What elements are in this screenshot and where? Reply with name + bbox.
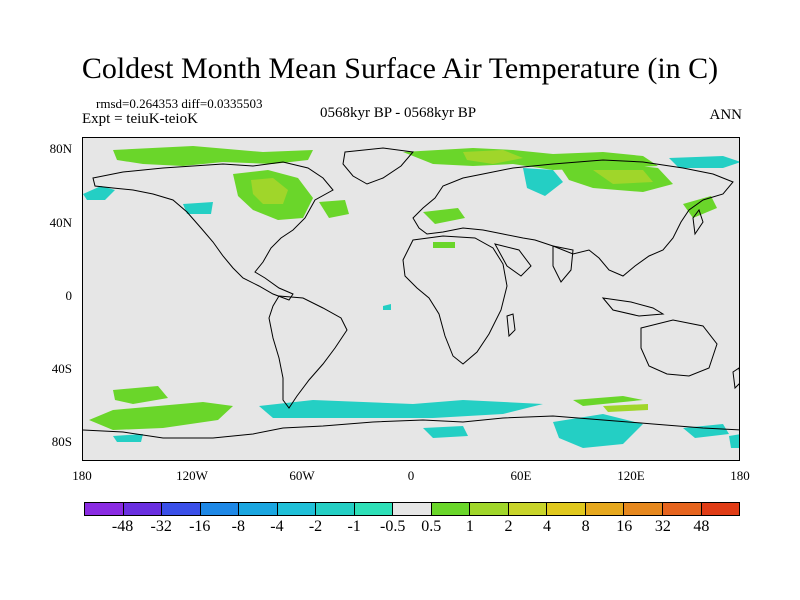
coastline-indonesia: [601, 297, 665, 317]
colorbar-tick-label: -1: [347, 518, 361, 535]
anomaly-patch: [573, 396, 643, 406]
coastline-north-america: [92, 161, 334, 301]
lat-label-80s: 80S: [51, 434, 72, 449]
anomaly-patch: [553, 414, 643, 448]
colorbar-tick-label: -4: [270, 518, 284, 535]
lon-label-180w: 180: [72, 468, 92, 483]
colorbar-tick-label: -8: [231, 518, 246, 535]
coastlines: [83, 147, 739, 439]
anomaly-patch: [83, 186, 115, 200]
colorbar-tick-label: -16: [189, 518, 211, 535]
lat-label-40s: 40S: [51, 361, 72, 376]
lon-label-120w: 120W: [176, 468, 208, 483]
colorbar-swatch: [393, 503, 432, 515]
colorbar-swatch: [239, 503, 278, 515]
negative-anomaly-areas: [83, 156, 739, 448]
colorbar-swatch: [508, 503, 548, 515]
colorbar-labels: -48 -32 -16 -8 -4 -2 -1 -0.5 0.5 1 2 4 8 16 32 48: [84, 518, 740, 536]
lon-label-0: 0: [407, 468, 415, 483]
colorbar-swatch: [624, 503, 663, 515]
coastline-japan: [692, 208, 704, 236]
anomaly-patch: [423, 208, 465, 224]
stats-line: rmsd=0.264353 diff=0.0335503: [96, 96, 262, 111]
season-label: ANN: [709, 107, 743, 123]
anomaly-patch: [183, 202, 213, 214]
plot-title: Coldest Month Mean Surface Air Temperatu…: [81, 52, 719, 85]
lat-label-80n: 80N: [49, 141, 72, 156]
diff-label: diff=: [181, 96, 208, 111]
lon-label-60e: 60E: [510, 468, 532, 483]
colorbar-tick-label: 16: [616, 518, 633, 535]
anomaly-patch: [463, 150, 523, 164]
anomaly-patch: [729, 434, 739, 448]
colorbar-tick-label: 48: [693, 518, 710, 535]
rmsd-label: rmsd=: [96, 96, 130, 111]
colorbar-swatch: [701, 503, 740, 515]
anomaly-patch: [113, 386, 168, 404]
diff-value: 0.0335503: [207, 96, 263, 111]
colorbar-swatch: [85, 503, 124, 515]
anomaly-patch: [603, 404, 648, 412]
colorbar-swatch: [162, 503, 201, 515]
anomaly-patch: [319, 200, 349, 218]
lat-label-0: 0: [65, 288, 73, 303]
experiment-label: Expt = teiuK-teioK: [82, 111, 198, 127]
coastline-eurasia: [412, 159, 734, 277]
anomaly-patch: [113, 146, 313, 166]
colorbar: [84, 502, 740, 516]
colorbar-tick-label: -0.5: [380, 518, 406, 535]
anomaly-patch: [383, 304, 391, 310]
colorbar-swatch: [277, 503, 317, 515]
positive-anomaly-areas: [89, 146, 717, 430]
colorbar-tick-label: -2: [308, 518, 323, 535]
colorbar-swatch: [431, 503, 471, 515]
coastline-south-america: [268, 295, 348, 409]
colorbar-swatch: [123, 503, 163, 515]
colorbar-tick-label: -32: [150, 518, 172, 535]
coastline-antarctica: [83, 415, 739, 439]
map-panel: [82, 137, 740, 461]
colorbar-tick-label: 32: [654, 518, 671, 535]
rmsd-value: 0.264353: [129, 96, 179, 111]
coastline-new-zealand: [732, 367, 739, 390]
anomaly-patch: [593, 170, 653, 184]
colorbar-tick-label: 0.5: [421, 518, 442, 535]
anomaly-patch: [433, 242, 455, 248]
coastline-africa: [402, 235, 508, 365]
anomaly-patch: [113, 434, 143, 442]
colorbar-swatch: [316, 503, 355, 515]
colorbar-swatch: [585, 503, 625, 515]
lon-label-120e: 120E: [617, 468, 645, 483]
coastline-india: [552, 245, 574, 283]
lon-label-180e: 180: [730, 468, 750, 483]
lat-label-40n: 40N: [49, 215, 72, 230]
anomaly-patch: [251, 178, 288, 204]
anomaly-patch: [523, 168, 563, 196]
colorbar-swatch: [470, 503, 509, 515]
colorbar-tick-label: 8: [581, 518, 590, 535]
anomaly-patch: [423, 426, 468, 438]
anomaly-patch: [669, 156, 739, 168]
colorbar-swatch: [354, 503, 394, 515]
colorbar-swatch: [662, 503, 702, 515]
colorbar-swatch: [547, 503, 586, 515]
coastline-arabia: [494, 243, 532, 277]
colorbar-tick-label: 4: [543, 518, 552, 535]
anomaly-patch: [683, 196, 717, 218]
coastline-australia: [640, 319, 718, 377]
anomaly-patch: [89, 402, 233, 430]
coastline-madagascar: [506, 313, 516, 338]
colorbar-tick-label: 2: [504, 518, 513, 535]
colorbar-tick-label: -48: [111, 518, 134, 535]
colorbar-swatch: [200, 503, 240, 515]
colorbar-tick-label: 1: [465, 518, 474, 535]
anomaly-patch: [259, 400, 543, 418]
lon-label-60w: 60W: [289, 468, 315, 483]
coastline-greenland: [342, 147, 414, 185]
map-svg: [83, 138, 739, 460]
period-label: 0568kyr BP - 0568kyr BP: [320, 105, 477, 121]
